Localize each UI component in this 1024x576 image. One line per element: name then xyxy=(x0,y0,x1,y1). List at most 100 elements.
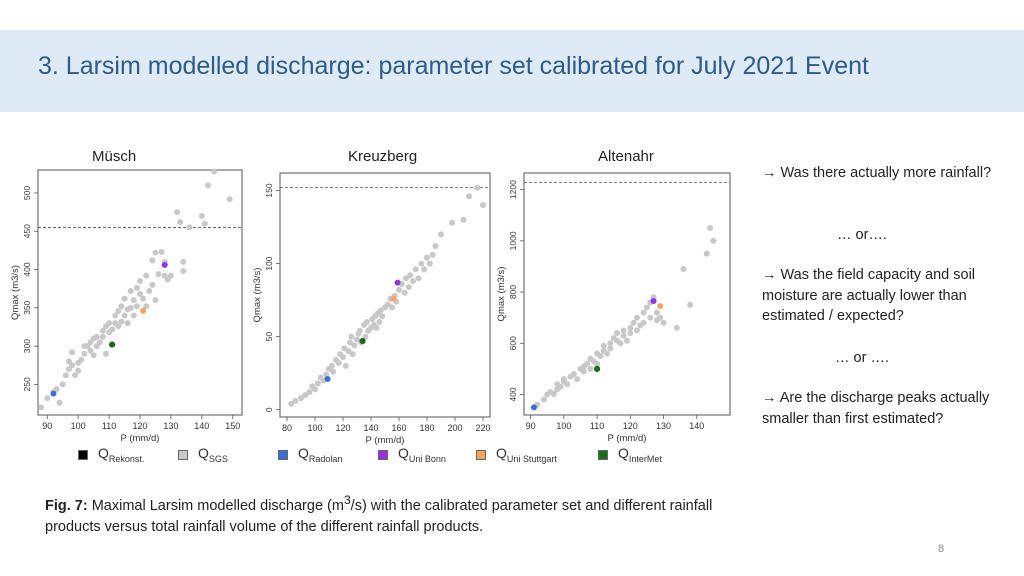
data-point-sgs xyxy=(624,337,630,344)
side-question-rainfall: → Was there actually more rainfall? xyxy=(762,165,992,181)
data-point-sgs xyxy=(201,220,208,227)
data-point-sgs xyxy=(707,225,714,232)
data-point-sgs xyxy=(298,395,304,402)
data-point-sgs xyxy=(540,396,547,403)
chart-kreuzberg: 80 100 120 140 160 180 200 220 0 50 100 150 P (mm/d)… xyxy=(252,172,491,445)
data-point-radolan xyxy=(530,404,537,411)
data-point-sgs xyxy=(96,339,103,346)
data-point-sgs xyxy=(460,216,467,223)
data-point-sgs xyxy=(226,196,233,203)
y-tick-label: 800 xyxy=(508,285,518,299)
y-tick-label: 600 xyxy=(508,336,518,350)
data-point-unistuttgart xyxy=(657,303,664,310)
header-band xyxy=(0,30,1024,112)
data-point-unistuttgart xyxy=(390,295,397,302)
y-tick-label: 0 xyxy=(264,407,274,412)
data-point-sgs xyxy=(584,360,591,367)
data-point-sgs xyxy=(137,278,143,285)
data-point-sgs xyxy=(643,304,650,311)
data-point-sgs xyxy=(354,336,360,343)
data-point-sgs xyxy=(180,268,187,275)
x-tick-label: 130 xyxy=(656,421,671,431)
data-point-sgs xyxy=(351,342,358,349)
data-point-sgs xyxy=(198,212,205,219)
x-tick-label: 200 xyxy=(447,423,462,433)
data-point-sgs xyxy=(149,281,156,288)
x-tick-label: 140 xyxy=(363,423,378,433)
data-point-sgs xyxy=(653,309,660,316)
data-point-sgs xyxy=(341,345,348,352)
data-point-sgs xyxy=(396,286,402,293)
data-point-sgs xyxy=(174,209,181,216)
side-question-peaks: → Are the discharge peaks actually small… xyxy=(762,390,990,427)
x-tick-label: 100 xyxy=(307,423,322,433)
data-point-sgs xyxy=(121,312,128,319)
data-point-sgs xyxy=(424,254,430,261)
data-point-sgs xyxy=(127,304,134,311)
data-point-sgs xyxy=(415,275,422,282)
data-point-sgs xyxy=(167,272,174,279)
y-tick-label: 450 xyxy=(22,224,32,238)
data-point-sgs xyxy=(449,219,456,226)
data-point-sgs xyxy=(314,380,321,387)
data-point-sgs xyxy=(604,350,611,357)
slide-title: 3. Larsim modelled discharge: parameter … xyxy=(38,52,869,80)
x-tick-label: 110 xyxy=(102,421,116,431)
data-point-sgs xyxy=(302,392,309,399)
data-point-unistuttgart xyxy=(140,307,147,314)
x-axis-label: P (mm/d) xyxy=(121,433,160,444)
data-point-sgs xyxy=(115,323,122,330)
data-point-sgs xyxy=(342,362,349,369)
x-tick-label: 100 xyxy=(71,421,86,431)
data-point-sgs xyxy=(418,260,425,267)
data-point-sgs xyxy=(81,350,88,357)
data-point-sgs xyxy=(377,307,384,314)
data-point-sgs xyxy=(149,257,156,264)
data-point-sgs xyxy=(466,193,472,200)
data-point-sgs xyxy=(403,275,409,282)
data-point-sgs xyxy=(570,371,577,378)
data-point-sgs xyxy=(633,314,640,321)
data-point-sgs xyxy=(703,250,710,257)
legend-label-unistuttgart: QUni Stuttgart xyxy=(496,445,557,464)
data-point-sgs xyxy=(560,376,567,383)
data-point-sgs xyxy=(177,219,184,226)
data-point-sgs xyxy=(186,224,193,231)
data-point-sgs xyxy=(474,184,481,191)
data-point-sgs xyxy=(180,258,187,265)
data-point-sgs xyxy=(620,332,627,339)
x-tick-label: 120 xyxy=(132,421,147,431)
data-point-sgs xyxy=(564,381,571,388)
data-point-unibonn xyxy=(394,279,401,286)
caption-prefix: Fig. 7: xyxy=(45,497,88,514)
y-tick-label: 300 xyxy=(22,339,32,353)
data-point-sgs xyxy=(340,354,346,361)
data-point-sgs xyxy=(627,330,634,337)
data-point-sgs xyxy=(103,350,109,357)
legend-swatch-unistuttgart xyxy=(476,450,486,460)
data-point-unibonn xyxy=(161,261,168,268)
data-point-sgs xyxy=(660,319,667,326)
data-point-sgs xyxy=(429,251,436,258)
y-tick-label: 400 xyxy=(22,262,32,276)
data-point-sgs xyxy=(389,304,395,311)
data-point-sgs xyxy=(687,301,694,308)
chart-altenahr: 90 100 110 120 130 140 400 600 800 1000 1200 P (mm/… xyxy=(496,172,731,444)
data-point-intermet xyxy=(109,341,116,348)
x-tick-label: 90 xyxy=(42,421,52,431)
data-point-sgs xyxy=(152,297,159,304)
data-point-sgs xyxy=(640,309,647,316)
data-point-sgs xyxy=(158,248,165,255)
x-tick-label: 220 xyxy=(475,423,490,433)
data-point-sgs xyxy=(407,272,414,279)
data-point-sgs xyxy=(379,313,386,320)
data-point-sgs xyxy=(627,324,634,331)
data-point-sgs xyxy=(362,333,369,340)
data-point-sgs xyxy=(600,342,607,349)
data-point-sgs xyxy=(127,287,134,294)
data-point-sgs xyxy=(384,301,391,308)
data-point-sgs xyxy=(574,376,581,383)
y-tick-label: 1200 xyxy=(508,180,518,199)
data-point-sgs xyxy=(133,303,140,310)
data-point-sgs xyxy=(75,367,82,374)
